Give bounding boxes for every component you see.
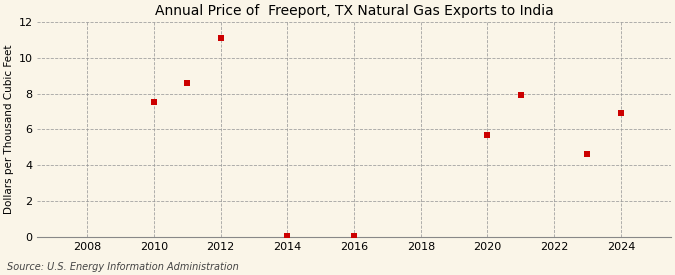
Point	[282, 234, 293, 238]
Point	[582, 152, 593, 157]
Point	[215, 36, 226, 40]
Point	[148, 100, 159, 104]
Point	[482, 133, 493, 137]
Point	[182, 81, 193, 85]
Title: Annual Price of  Freeport, TX Natural Gas Exports to India: Annual Price of Freeport, TX Natural Gas…	[155, 4, 554, 18]
Text: Source: U.S. Energy Information Administration: Source: U.S. Energy Information Administ…	[7, 262, 238, 272]
Y-axis label: Dollars per Thousand Cubic Feet: Dollars per Thousand Cubic Feet	[4, 45, 14, 214]
Point	[616, 111, 626, 116]
Point	[349, 234, 360, 238]
Point	[516, 93, 526, 98]
